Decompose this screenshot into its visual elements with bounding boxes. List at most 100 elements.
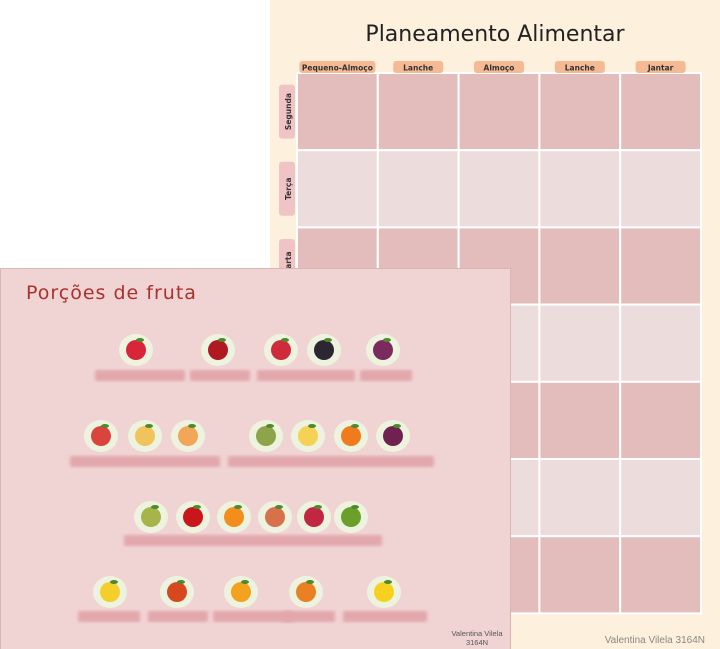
row-tab xyxy=(279,161,295,216)
column-header: Lanche xyxy=(403,64,433,73)
meal-cell xyxy=(376,72,460,152)
column-header: Almoço xyxy=(484,64,515,73)
blurred-label xyxy=(70,456,220,467)
fruit-icon xyxy=(304,507,324,527)
fruit-icon xyxy=(100,582,120,602)
fruit-icon xyxy=(298,426,318,446)
fruit-icon xyxy=(314,340,334,360)
fruit-icon xyxy=(141,507,161,527)
fruit-icon xyxy=(224,507,244,527)
meal-cell xyxy=(619,303,703,383)
column-tab xyxy=(299,61,376,73)
fruit-icon xyxy=(231,582,251,602)
blurred-label xyxy=(360,370,412,381)
fruit-title: Porções de fruta xyxy=(26,282,197,304)
meal-cell xyxy=(538,535,622,615)
meal-cell xyxy=(538,226,622,306)
meal-cell xyxy=(538,72,622,152)
meal-cell xyxy=(619,458,703,538)
blurred-label xyxy=(228,456,434,467)
fruit-leaf xyxy=(383,338,391,342)
meal-cell xyxy=(619,535,703,615)
fruit-leaf xyxy=(188,424,196,428)
column-header: Lanche xyxy=(565,64,595,73)
row-header: Segunda xyxy=(284,93,293,130)
fruit-icon xyxy=(296,582,316,602)
blurred-label xyxy=(78,611,140,622)
fruit-icon xyxy=(383,426,403,446)
fruit-leaf xyxy=(351,424,359,428)
fruit-leaf xyxy=(241,580,249,584)
fruit-icon xyxy=(373,340,393,360)
blurred-label xyxy=(257,370,355,381)
column-header: Jantar xyxy=(647,64,674,73)
meal-cell xyxy=(296,149,379,229)
fruit-icon xyxy=(341,507,361,527)
column-tab xyxy=(635,61,686,73)
fruit-leaf xyxy=(110,580,118,584)
fruit-leaf xyxy=(308,424,316,428)
fruit-leaf xyxy=(177,580,185,584)
meal-cell xyxy=(457,149,541,229)
fruit-icon xyxy=(256,426,276,446)
planner-footer: Valentina Vilela 3164N xyxy=(605,635,705,646)
fruit-icon xyxy=(178,426,198,446)
fruit-leaf xyxy=(101,424,109,428)
meal-cell xyxy=(619,226,703,306)
fruit-leaf xyxy=(324,338,332,342)
meal-cell xyxy=(619,380,703,460)
meal-cell xyxy=(538,458,622,538)
meal-cell xyxy=(376,149,460,229)
fruit-leaf xyxy=(384,580,392,584)
fruit-leaf xyxy=(193,505,201,509)
planner-title: Planeamento Alimentar xyxy=(365,22,625,47)
fruit-leaf xyxy=(151,505,159,509)
blurred-label xyxy=(95,370,185,381)
fruit-list xyxy=(70,334,434,622)
meal-cell xyxy=(538,380,622,460)
meal-cell xyxy=(619,149,703,229)
blurred-label xyxy=(283,611,335,622)
row-header: Terça xyxy=(284,178,293,200)
column-tab xyxy=(393,61,444,73)
fruit-icon xyxy=(341,426,361,446)
fruit-icon xyxy=(271,340,291,360)
fruit-icon xyxy=(374,582,394,602)
fruit-icon xyxy=(265,507,285,527)
meal-cell xyxy=(538,149,622,229)
column-header: Pequeno-Almoço xyxy=(302,64,373,73)
meal-cell xyxy=(457,72,541,152)
fruit-leaf xyxy=(351,505,359,509)
blurred-label xyxy=(124,535,382,546)
fruit-leaf xyxy=(393,424,401,428)
author-name: Valentina Vilela xyxy=(451,629,503,638)
row-header: Quarta xyxy=(284,251,293,280)
fruit-icon xyxy=(91,426,111,446)
author-id: 3164N xyxy=(466,638,488,647)
column-tab xyxy=(554,61,605,73)
meal-cell xyxy=(538,303,622,383)
blurred-label xyxy=(148,611,208,622)
fruit-leaf xyxy=(266,424,274,428)
blurred-label xyxy=(190,370,250,381)
fruit-icon xyxy=(135,426,155,446)
fruit-icon xyxy=(183,507,203,527)
meal-cell xyxy=(619,72,703,152)
fruit-leaf xyxy=(234,505,242,509)
fruit-leaf xyxy=(275,505,283,509)
column-tab xyxy=(474,61,524,73)
fruit-icon xyxy=(167,582,187,602)
blurred-label xyxy=(213,611,293,622)
row-tab xyxy=(279,84,295,139)
fruit-leaf xyxy=(218,338,226,342)
fruit-leaf xyxy=(281,338,289,342)
fruit-leaf xyxy=(306,580,314,584)
fruit-icon xyxy=(126,340,146,360)
fruit-leaf xyxy=(136,338,144,342)
fruit-icon xyxy=(208,340,228,360)
meal-cell xyxy=(296,72,379,152)
fruit-leaf xyxy=(314,505,322,509)
blurred-label xyxy=(343,611,427,622)
